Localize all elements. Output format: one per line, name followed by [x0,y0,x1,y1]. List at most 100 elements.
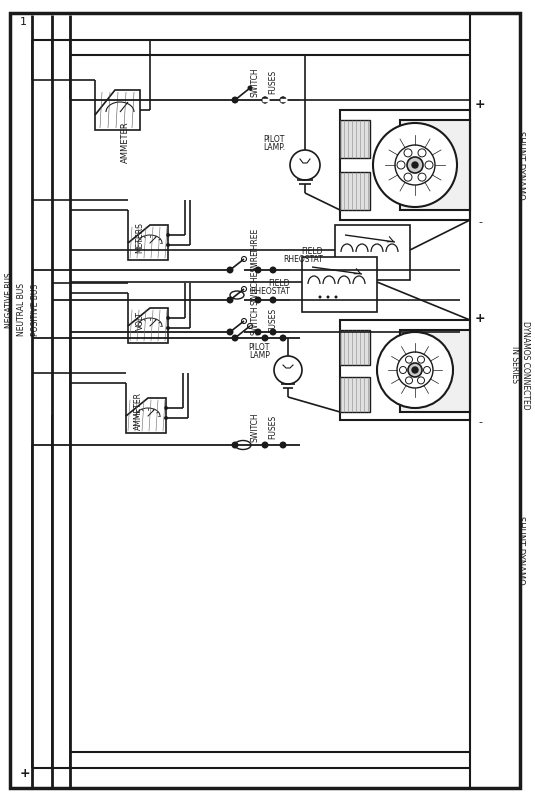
Circle shape [262,442,269,449]
Text: LAMP: LAMP [249,351,270,361]
Bar [340,110,470,220]
Text: -: - [478,217,482,227]
Text: FUSES: FUSES [269,415,278,439]
Circle shape [262,334,269,342]
Circle shape [368,263,371,266]
Text: SWITCH: SWITCH [250,305,259,335]
Circle shape [412,367,418,373]
Bar [340,120,370,158]
Circle shape [412,162,418,168]
Text: FIELD: FIELD [302,247,323,257]
Text: NEUTRAL BUS: NEUTRAL BUS [18,283,27,337]
Text: SHUNT DYNAMO: SHUNT DYNAMO [516,516,524,584]
Polygon shape [95,90,140,130]
Circle shape [255,266,262,274]
Circle shape [279,442,287,449]
Circle shape [424,366,431,374]
Ellipse shape [230,291,244,299]
Circle shape [360,263,363,266]
Circle shape [232,442,239,449]
Text: PILOT: PILOT [264,135,285,145]
Text: AMMETER: AMMETER [120,121,129,163]
Bar [340,172,370,210]
Circle shape [166,233,170,237]
Circle shape [418,149,426,157]
Text: SHUNT DYNAMO: SHUNT DYNAMO [516,130,524,199]
Text: +: + [475,98,485,111]
Text: FIELD: FIELD [269,279,290,289]
Text: SWITCH: SWITCH [250,412,259,442]
Circle shape [241,286,247,291]
Text: RHEOSTAT: RHEOSTAT [250,287,290,297]
Circle shape [270,329,277,335]
Text: WIRE: WIRE [250,250,259,270]
Circle shape [407,157,423,173]
Text: THREE: THREE [250,227,259,253]
Polygon shape [128,225,168,260]
Circle shape [279,334,287,342]
Text: +: + [20,767,30,780]
Text: AMMETER: AMMETER [134,392,142,430]
Circle shape [279,97,287,103]
Circle shape [400,366,407,374]
Circle shape [241,257,247,262]
Circle shape [232,334,239,342]
Text: LAMP.: LAMP. [263,143,285,153]
Circle shape [373,123,457,207]
Text: +: + [475,311,485,325]
Bar [340,330,370,365]
Circle shape [395,145,435,185]
Circle shape [290,150,320,180]
Circle shape [241,318,247,323]
Text: 1: 1 [20,17,27,27]
Circle shape [425,161,433,169]
Circle shape [397,161,405,169]
Text: POSITIVE BUS: POSITIVE BUS [32,284,41,336]
Circle shape [397,352,433,388]
Text: FUSES: FUSES [269,70,278,94]
Text: SWITCH: SWITCH [250,67,259,97]
Circle shape [226,266,233,274]
Text: RHEOSTAT: RHEOSTAT [283,255,323,265]
Circle shape [417,377,424,384]
Text: -: - [478,417,482,427]
Bar [335,225,410,280]
Circle shape [232,97,239,103]
Circle shape [166,326,170,330]
Circle shape [255,297,262,303]
Circle shape [255,329,262,335]
Bar [340,320,470,420]
Circle shape [326,295,330,298]
Ellipse shape [235,441,251,450]
Circle shape [248,323,253,329]
Circle shape [164,416,168,420]
Bar [340,377,370,412]
Circle shape [417,356,424,363]
Circle shape [270,297,277,303]
Circle shape [408,363,422,377]
Bar [302,257,377,312]
Circle shape [334,295,338,298]
Circle shape [404,149,412,157]
Polygon shape [126,398,166,433]
Circle shape [274,356,302,384]
Circle shape [226,329,233,335]
Circle shape [406,356,412,363]
Bar [400,330,470,412]
Text: VOLT: VOLT [135,311,144,330]
Circle shape [279,97,287,103]
Circle shape [239,441,247,449]
Bar [400,120,470,210]
Circle shape [262,97,269,103]
Text: DYNAMOS CONNECTED
IN SERIES: DYNAMOS CONNECTED IN SERIES [510,321,530,410]
Circle shape [406,377,412,384]
Circle shape [404,173,412,181]
Circle shape [377,332,453,408]
Circle shape [418,173,426,181]
Circle shape [166,316,170,320]
Circle shape [262,97,269,103]
Text: NEGATIVE BUS: NEGATIVE BUS [5,272,14,328]
Circle shape [270,266,277,274]
Text: SWITCHES: SWITCHES [250,266,259,305]
Circle shape [226,297,233,303]
